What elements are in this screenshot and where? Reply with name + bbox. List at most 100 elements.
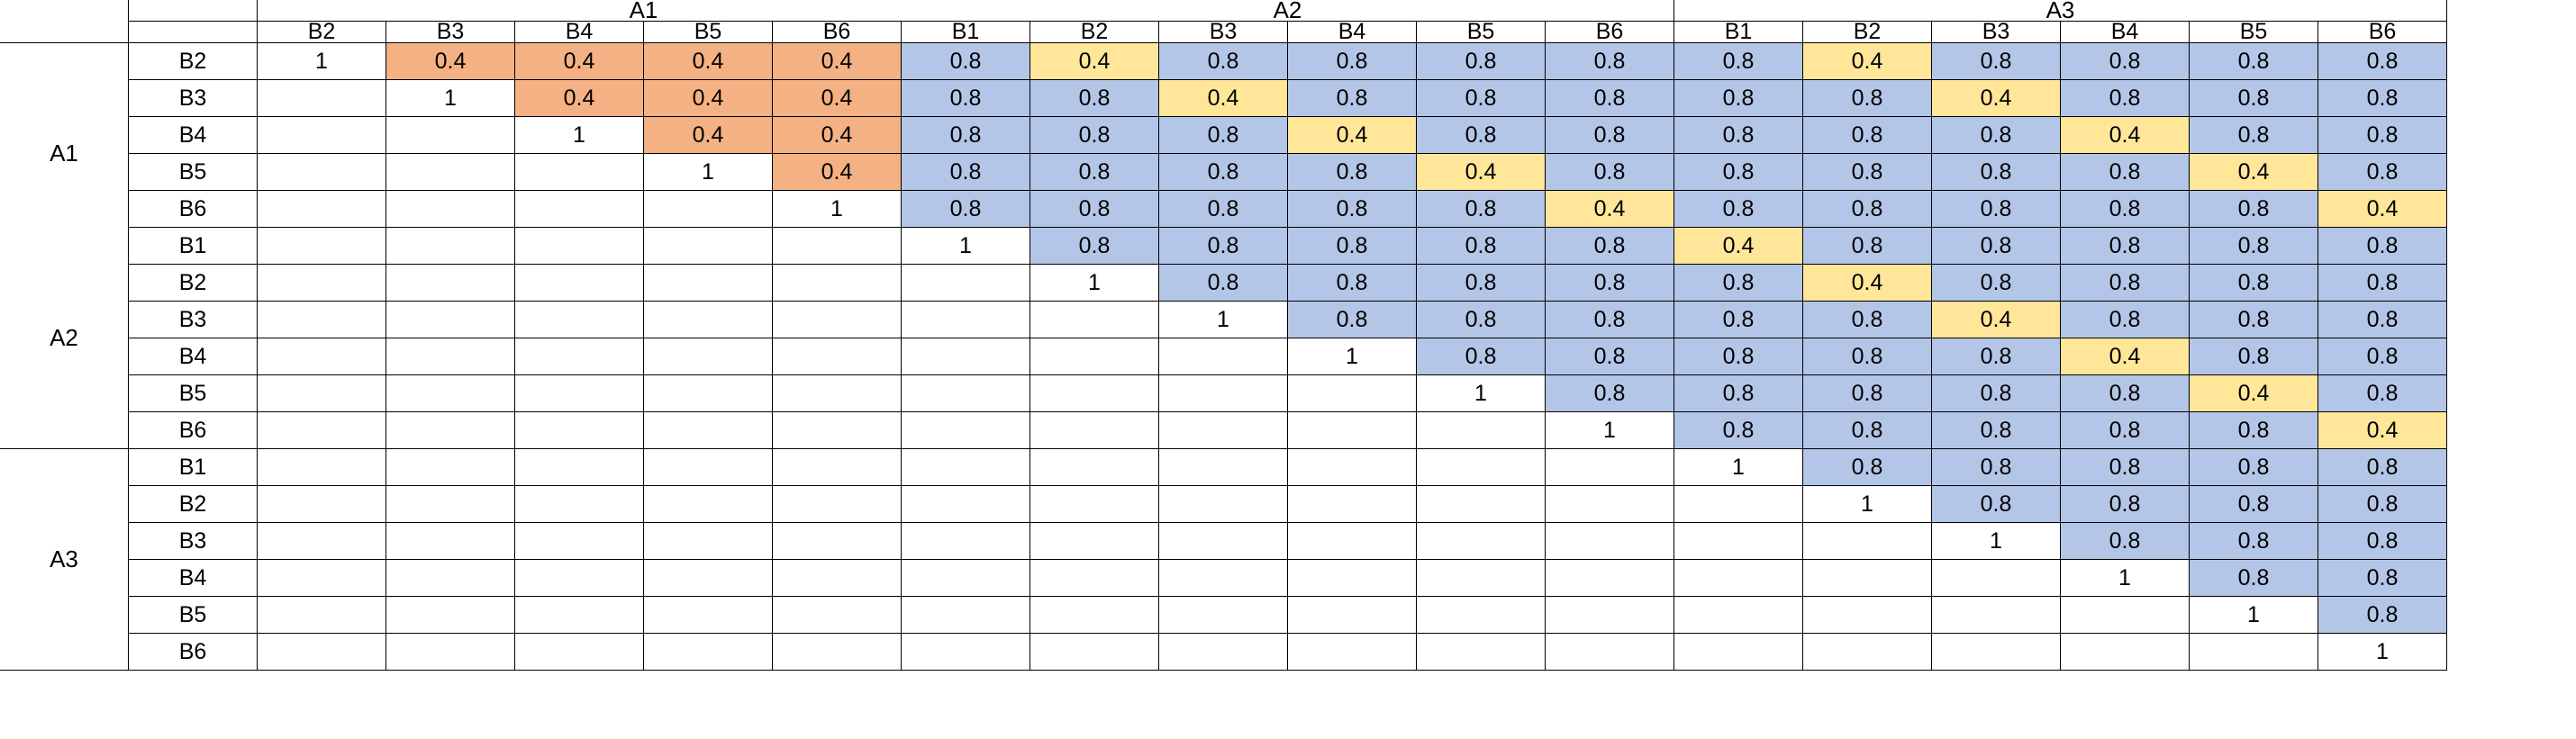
data-cell-empty[interactable] xyxy=(1030,302,1159,338)
data-cell-other[interactable]: 0.8 xyxy=(2318,43,2447,80)
data-cell-empty[interactable] xyxy=(1932,634,2061,671)
data-cell-other[interactable]: 0.8 xyxy=(1932,43,2061,80)
data-cell-empty[interactable] xyxy=(902,265,1030,302)
data-cell-other[interactable]: 0.8 xyxy=(2318,560,2447,597)
column-group-header[interactable]: A2 xyxy=(902,0,1674,22)
data-cell-other[interactable]: 0.8 xyxy=(1932,265,2061,302)
data-cell-empty[interactable] xyxy=(258,375,386,412)
data-cell-empty[interactable] xyxy=(515,597,644,634)
data-cell-empty[interactable] xyxy=(515,486,644,523)
data-cell-empty[interactable] xyxy=(1030,375,1159,412)
data-cell-other[interactable]: 0.8 xyxy=(2061,228,2190,265)
data-cell-empty[interactable] xyxy=(1546,449,1674,486)
data-cell-other[interactable]: 0.8 xyxy=(1030,154,1159,191)
data-cell-empty[interactable] xyxy=(1417,486,1546,523)
data-cell-other[interactable]: 0.8 xyxy=(1288,154,1417,191)
data-cell-other[interactable]: 0.8 xyxy=(1417,43,1546,80)
data-cell-empty[interactable] xyxy=(902,597,1030,634)
data-cell-empty[interactable] xyxy=(773,265,902,302)
data-cell-empty[interactable] xyxy=(515,191,644,228)
data-cell-empty[interactable] xyxy=(644,338,773,375)
data-cell-same-group[interactable]: 0.4 xyxy=(386,43,515,80)
data-cell-other[interactable]: 0.8 xyxy=(2061,265,2190,302)
data-cell-diagonal[interactable]: 1 xyxy=(515,117,644,154)
data-cell-empty[interactable] xyxy=(1288,412,1417,449)
data-cell-other[interactable]: 0.8 xyxy=(1674,338,1803,375)
column-header[interactable]: B2 xyxy=(258,22,386,43)
data-cell-matching-sub[interactable]: 0.4 xyxy=(2190,154,2318,191)
data-cell-empty[interactable] xyxy=(1030,597,1159,634)
data-cell-empty[interactable] xyxy=(258,117,386,154)
data-cell-empty[interactable] xyxy=(386,597,515,634)
data-cell-other[interactable]: 0.8 xyxy=(2061,375,2190,412)
data-cell-other[interactable]: 0.8 xyxy=(1932,412,2061,449)
column-header[interactable]: B2 xyxy=(1803,22,1932,43)
data-cell-empty[interactable] xyxy=(1803,560,1932,597)
data-cell-other[interactable]: 0.8 xyxy=(1288,191,1417,228)
data-cell-empty[interactable] xyxy=(644,265,773,302)
data-cell-other[interactable]: 0.8 xyxy=(1932,338,2061,375)
data-cell-matching-sub[interactable]: 0.4 xyxy=(2061,117,2190,154)
data-cell-other[interactable]: 0.8 xyxy=(2318,154,2447,191)
column-header[interactable]: B3 xyxy=(386,22,515,43)
data-cell-other[interactable]: 0.8 xyxy=(1546,338,1674,375)
data-cell-matching-sub[interactable]: 0.4 xyxy=(1803,265,1932,302)
data-cell-empty[interactable] xyxy=(644,191,773,228)
data-cell-other[interactable]: 0.8 xyxy=(1159,154,1288,191)
data-cell-diagonal[interactable]: 1 xyxy=(258,43,386,80)
data-cell-other[interactable]: 0.8 xyxy=(1288,43,1417,80)
data-cell-other[interactable]: 0.8 xyxy=(1030,228,1159,265)
data-cell-other[interactable]: 0.8 xyxy=(2318,302,2447,338)
data-cell-other[interactable]: 0.8 xyxy=(2190,302,2318,338)
data-cell-other[interactable]: 0.8 xyxy=(2190,80,2318,117)
data-cell-empty[interactable] xyxy=(1030,634,1159,671)
column-group-header[interactable]: A3 xyxy=(1674,0,2447,22)
data-cell-matching-sub[interactable]: 0.4 xyxy=(1546,191,1674,228)
data-cell-other[interactable]: 0.8 xyxy=(2061,523,2190,560)
data-cell-other[interactable]: 0.8 xyxy=(1803,412,1932,449)
data-cell-empty[interactable] xyxy=(644,523,773,560)
data-cell-empty[interactable] xyxy=(644,302,773,338)
data-cell-empty[interactable] xyxy=(1674,560,1803,597)
data-cell-diagonal[interactable]: 1 xyxy=(1674,449,1803,486)
data-cell-empty[interactable] xyxy=(1417,412,1546,449)
data-cell-other[interactable]: 0.8 xyxy=(1674,43,1803,80)
data-cell-empty[interactable] xyxy=(902,338,1030,375)
data-cell-empty[interactable] xyxy=(1159,634,1288,671)
data-cell-empty[interactable] xyxy=(1546,597,1674,634)
data-cell-empty[interactable] xyxy=(644,634,773,671)
data-cell-other[interactable]: 0.8 xyxy=(1803,117,1932,154)
data-cell-other[interactable]: 0.8 xyxy=(1803,228,1932,265)
data-cell-other[interactable]: 0.8 xyxy=(902,154,1030,191)
data-cell-empty[interactable] xyxy=(1546,634,1674,671)
data-cell-other[interactable]: 0.8 xyxy=(2061,302,2190,338)
data-cell-other[interactable]: 0.8 xyxy=(1546,302,1674,338)
row-header[interactable]: B4 xyxy=(129,560,258,597)
row-header[interactable]: B2 xyxy=(129,265,258,302)
data-cell-empty[interactable] xyxy=(773,486,902,523)
data-cell-other[interactable]: 0.8 xyxy=(902,80,1030,117)
data-cell-empty[interactable] xyxy=(515,154,644,191)
column-header[interactable]: B6 xyxy=(2318,22,2447,43)
data-cell-empty[interactable] xyxy=(515,523,644,560)
data-cell-other[interactable]: 0.8 xyxy=(2190,265,2318,302)
data-cell-empty[interactable] xyxy=(902,412,1030,449)
data-cell-other[interactable]: 0.8 xyxy=(2190,228,2318,265)
data-cell-other[interactable]: 0.8 xyxy=(1546,117,1674,154)
data-cell-same-group[interactable]: 0.4 xyxy=(773,43,902,80)
data-cell-other[interactable]: 0.8 xyxy=(902,191,1030,228)
data-cell-empty[interactable] xyxy=(773,449,902,486)
data-cell-empty[interactable] xyxy=(644,412,773,449)
data-cell-matching-sub[interactable]: 0.4 xyxy=(2061,338,2190,375)
column-header[interactable]: B3 xyxy=(1159,22,1288,43)
data-cell-empty[interactable] xyxy=(1288,486,1417,523)
data-cell-empty[interactable] xyxy=(515,449,644,486)
data-cell-empty[interactable] xyxy=(773,634,902,671)
data-cell-empty[interactable] xyxy=(1674,634,1803,671)
data-cell-empty[interactable] xyxy=(773,228,902,265)
data-cell-empty[interactable] xyxy=(386,486,515,523)
data-cell-other[interactable]: 0.8 xyxy=(1030,80,1159,117)
data-cell-empty[interactable] xyxy=(1803,523,1932,560)
data-cell-empty[interactable] xyxy=(773,412,902,449)
